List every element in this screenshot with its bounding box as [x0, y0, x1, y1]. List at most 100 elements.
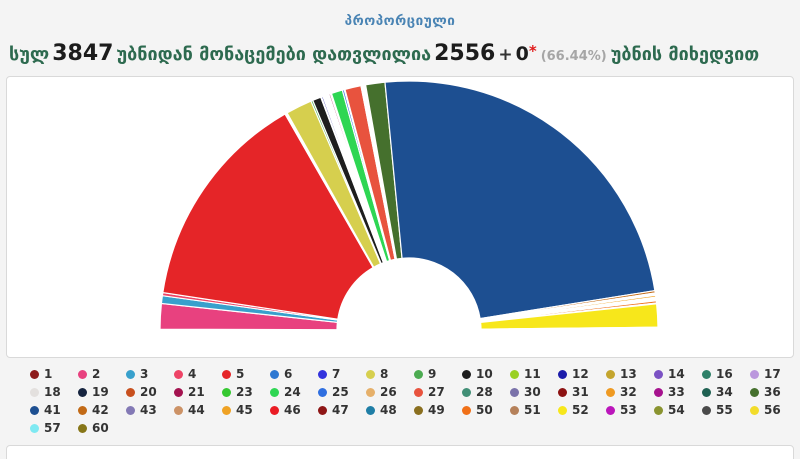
legend-item-party-4[interactable]: 4 — [174, 368, 222, 380]
legend-party-number: 14 — [668, 367, 685, 381]
legend-item-party-5[interactable]: 5 — [222, 368, 270, 380]
legend-item-party-31[interactable]: 31 — [558, 386, 606, 398]
plus-sign: + — [498, 45, 513, 65]
legend-color-dot — [78, 423, 87, 433]
legend-item-party-1[interactable]: 1 — [30, 368, 78, 380]
legend-color-dot — [126, 387, 135, 397]
legend-color-dot — [654, 369, 663, 379]
legend-item-party-47[interactable]: 47 — [318, 404, 366, 416]
legend-party-number: 11 — [524, 367, 541, 381]
legend-item-party-11[interactable]: 11 — [510, 368, 558, 380]
legend-item-party-56[interactable]: 56 — [750, 404, 798, 416]
legend-item-party-57[interactable]: 57 — [30, 422, 78, 434]
legend-item-party-60[interactable]: 60 — [78, 422, 126, 434]
legend-item-party-33[interactable]: 33 — [654, 386, 702, 398]
legend-item-party-32[interactable]: 32 — [606, 386, 654, 398]
legend-color-dot — [126, 369, 135, 379]
legend-item-party-8[interactable]: 8 — [366, 368, 414, 380]
legend-item-party-34[interactable]: 34 — [702, 386, 750, 398]
legend-color-dot — [222, 405, 231, 415]
legend-color-dot — [702, 369, 711, 379]
legend-item-party-21[interactable]: 21 — [174, 386, 222, 398]
proportional-results-half-donut-chart[interactable] — [7, 77, 793, 357]
legend-item-party-44[interactable]: 44 — [174, 404, 222, 416]
legend-item-party-25[interactable]: 25 — [318, 386, 366, 398]
legend-party-number: 16 — [716, 367, 733, 381]
legend-color-dot — [318, 387, 327, 397]
legend-party-number: 52 — [572, 403, 589, 417]
legend-color-dot — [462, 369, 471, 379]
chart-slice-party-5[interactable] — [162, 113, 374, 320]
legend-item-party-28[interactable]: 28 — [462, 386, 510, 398]
legend-color-dot — [78, 369, 87, 379]
legend-color-dot — [702, 387, 711, 397]
legend-color-dot — [654, 405, 663, 415]
legend-item-party-51[interactable]: 51 — [510, 404, 558, 416]
legend-item-party-41[interactable]: 41 — [30, 404, 78, 416]
legend-color-dot — [174, 405, 183, 415]
legend-color-dot — [30, 405, 39, 415]
legend-color-dot — [462, 387, 471, 397]
legend-item-party-6[interactable]: 6 — [270, 368, 318, 380]
legend-party-number: 3 — [140, 367, 149, 381]
legend-item-party-2[interactable]: 2 — [78, 368, 126, 380]
legend-party-number: 26 — [380, 385, 397, 399]
legend-item-party-9[interactable]: 9 — [414, 368, 462, 380]
legend-item-party-26[interactable]: 26 — [366, 386, 414, 398]
legend-item-party-50[interactable]: 50 — [462, 404, 510, 416]
legend-item-party-24[interactable]: 24 — [270, 386, 318, 398]
legend-item-party-16[interactable]: 16 — [702, 368, 750, 380]
legend-item-party-45[interactable]: 45 — [222, 404, 270, 416]
legend-party-number: 24 — [284, 385, 301, 399]
legend-party-number: 12 — [572, 367, 589, 381]
legend-item-party-23[interactable]: 23 — [222, 386, 270, 398]
legend-color-dot — [606, 405, 615, 415]
legend-color-dot — [414, 387, 423, 397]
legend-item-party-19[interactable]: 19 — [78, 386, 126, 398]
legend-item-party-7[interactable]: 7 — [318, 368, 366, 380]
legend-item-party-27[interactable]: 27 — [414, 386, 462, 398]
legend-item-party-53[interactable]: 53 — [606, 404, 654, 416]
legend-item-party-46[interactable]: 46 — [270, 404, 318, 416]
legend-party-number: 45 — [236, 403, 253, 417]
legend-color-dot — [558, 369, 567, 379]
legend-item-party-10[interactable]: 10 — [462, 368, 510, 380]
legend-color-dot — [174, 369, 183, 379]
legend-item-party-17[interactable]: 17 — [750, 368, 798, 380]
legend-color-dot — [510, 369, 519, 379]
legend-item-party-20[interactable]: 20 — [126, 386, 174, 398]
legend-item-party-43[interactable]: 43 — [126, 404, 174, 416]
legend-item-party-13[interactable]: 13 — [606, 368, 654, 380]
legend-party-number: 43 — [140, 403, 157, 417]
chart-slice-party-41[interactable] — [384, 80, 656, 320]
summary-middle: უბნიდან მონაცემები დათვლილია — [116, 44, 432, 65]
legend-party-number: 10 — [476, 367, 493, 381]
legend-party-number: 21 — [188, 385, 205, 399]
legend-party-number: 49 — [428, 403, 445, 417]
legend-party-number: 55 — [716, 403, 733, 417]
legend-item-party-3[interactable]: 3 — [126, 368, 174, 380]
legend-item-party-48[interactable]: 48 — [366, 404, 414, 416]
legend-color-dot — [222, 369, 231, 379]
legend-item-party-49[interactable]: 49 — [414, 404, 462, 416]
legend-party-number: 34 — [716, 385, 733, 399]
legend-item-party-55[interactable]: 55 — [702, 404, 750, 416]
legend-item-party-54[interactable]: 54 — [654, 404, 702, 416]
legend-item-party-42[interactable]: 42 — [78, 404, 126, 416]
legend-color-dot — [654, 387, 663, 397]
legend-item-party-30[interactable]: 30 — [510, 386, 558, 398]
legend-color-dot — [414, 405, 423, 415]
legend-color-dot — [606, 369, 615, 379]
chart-panel — [6, 76, 794, 358]
summary-suffix: უბნის მიხედვით — [610, 44, 760, 65]
legend-item-party-12[interactable]: 12 — [558, 368, 606, 380]
legend-item-party-18[interactable]: 18 — [30, 386, 78, 398]
legend-party-number: 7 — [332, 367, 341, 381]
legend-item-party-36[interactable]: 36 — [750, 386, 798, 398]
legend-party-number: 28 — [476, 385, 493, 399]
legend-color-dot — [78, 387, 87, 397]
legend-party-number: 53 — [620, 403, 637, 417]
legend-item-party-14[interactable]: 14 — [654, 368, 702, 380]
legend-color-dot — [270, 387, 279, 397]
legend-item-party-52[interactable]: 52 — [558, 404, 606, 416]
